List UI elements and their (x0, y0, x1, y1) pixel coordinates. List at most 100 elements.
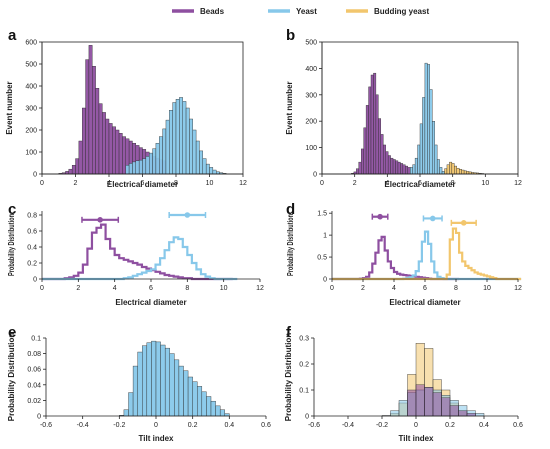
bar-a-1-10 (159, 136, 163, 175)
ylabel-d: Probability Distribution (286, 214, 295, 276)
ytick-label-f-2: 0.2 (299, 362, 309, 369)
xtick-label-e-4: 0.2 (188, 422, 198, 429)
bar-e-0-11 (169, 353, 175, 417)
bar-b-0-6 (365, 105, 369, 175)
legend-label-2: Budding yeast (374, 7, 429, 16)
xtick-label-f-0: -0.6 (308, 422, 320, 429)
ytick-label-b-4: 400 (305, 66, 317, 73)
panel-label-d: d (286, 201, 295, 218)
bar-a-0-3 (68, 168, 73, 175)
bar-b-0-2 (356, 168, 359, 175)
xtick-label-b-0: 0 (320, 180, 324, 187)
bar-b-1-6 (424, 62, 428, 175)
ytick-label-d-3: 1.5 (317, 211, 327, 218)
ytick-label-a-0: 0 (33, 172, 37, 179)
bar-b-0-23 (407, 167, 411, 175)
bar-b-1-1 (412, 164, 416, 175)
bar-b-1-5 (422, 97, 426, 175)
bar-a-0-15 (108, 123, 113, 175)
panels: a0 2 4 6 8 10 120100200300400500600Electrical … (5, 27, 523, 443)
xtick-label-f-1: -0.4 (342, 422, 354, 429)
ytick-label-d-2: 1 (323, 233, 327, 240)
line-d-0 (332, 235, 460, 281)
bar-b-0-10 (375, 94, 379, 175)
bar-a-1-11 (162, 128, 167, 175)
line-d-1 (332, 230, 522, 281)
xtick-label-c-4: 8 (185, 285, 189, 292)
bar-b-2-7 (461, 169, 465, 175)
bar-b-0-4 (361, 148, 364, 175)
ylabel-c: Probability Distribution (7, 214, 16, 276)
bar-a-1-26 (212, 169, 217, 175)
bar-b-0-14 (385, 151, 389, 175)
ylabel-f: Probability Distribution (284, 333, 293, 422)
xtick-label-e-3: 0 (154, 422, 158, 429)
bar-e-0-19 (206, 396, 212, 417)
ytick-label-f-1: 0.1 (299, 388, 309, 395)
errorbar-point-c-0 (97, 217, 103, 223)
bar-e-0-12 (174, 359, 180, 417)
bar-a-1-1 (128, 163, 133, 175)
bar-b-0-5 (363, 127, 367, 175)
xtick-label-f-2: -0.2 (376, 422, 388, 429)
bar-e-0-9 (160, 344, 166, 417)
xtick-label-f-5: 0.4 (479, 422, 489, 429)
bar-a-0-16 (112, 126, 116, 175)
bar-b-2-2 (449, 161, 453, 175)
panel-label-c: c (8, 201, 16, 218)
xlabel-d: Electrical diameter (389, 298, 460, 307)
bar-b-2-8 (463, 170, 467, 175)
bar-b-2-6 (459, 169, 462, 175)
bar-e-0-13 (178, 365, 184, 417)
bar-f-2-5 (449, 405, 459, 417)
ytick-label-c-1: 0.2 (27, 261, 37, 268)
xtick-label-b-5: 10 (481, 180, 489, 187)
xtick-label-e-1: -0.4 (77, 422, 89, 429)
bar-a-1-8 (152, 148, 157, 175)
bar-b-1-7 (427, 64, 431, 175)
bar-a-1-9 (155, 142, 160, 175)
bar-f-2-0 (407, 389, 417, 417)
legend-label-0: Beads (200, 7, 225, 16)
xtick-label-d-5: 10 (483, 285, 491, 292)
ytick-label-c-4: 0.8 (27, 213, 37, 220)
ytick-label-c-0: 0 (33, 277, 37, 284)
bar-a-1-15 (175, 98, 180, 175)
xtick-label-a-1: 2 (74, 180, 78, 187)
bar-b-0-7 (368, 86, 372, 175)
bar-b-0-20 (400, 163, 404, 175)
xtick-label-d-0: 0 (330, 285, 334, 292)
bar-b-0-22 (405, 165, 408, 175)
bar-a-0-5 (75, 158, 80, 175)
bar-b-1-10 (434, 144, 438, 175)
bar-f-2-3 (432, 392, 442, 417)
bar-a-0-12 (98, 103, 103, 175)
ytick-label-a-3: 300 (25, 106, 37, 113)
ytick-label-e-1: 0.02 (27, 398, 41, 405)
xtick-label-a-0: 0 (40, 180, 44, 187)
series-b-2 (444, 161, 484, 175)
bar-e-0-17 (197, 386, 203, 417)
xlabel-f: Tilt index (399, 434, 435, 443)
bar-b-0-18 (395, 160, 399, 175)
xtick-label-e-5: 0.4 (224, 422, 234, 429)
bar-a-1-21 (195, 140, 200, 175)
xtick-label-b-3: 6 (418, 180, 422, 187)
bar-f-2-1 (415, 384, 425, 417)
xtick-label-d-3: 6 (423, 285, 427, 292)
bar-b-0-19 (397, 161, 401, 175)
bar-a-0-7 (81, 107, 86, 175)
ytick-label-c-2: 0.4 (27, 245, 37, 252)
bar-a-1-0 (125, 164, 130, 175)
ytick-label-a-5: 500 (25, 62, 37, 69)
ytick-label-e-3: 0.06 (27, 367, 41, 374)
bar-b-0-8 (370, 74, 374, 175)
bar-b-1-11 (436, 159, 440, 175)
bar-a-0-13 (102, 112, 106, 175)
panel-a: a 0 2 4 6 8 10 12 0 100 200 300 400 500 600 Electrical … (5, 27, 247, 189)
bar-b-1-8 (429, 89, 433, 175)
ytick-label-c-3: 0.6 (27, 229, 37, 236)
bar-f-2-6 (458, 410, 468, 417)
line-c-0 (42, 223, 233, 281)
bar-a-0-4 (71, 164, 76, 175)
